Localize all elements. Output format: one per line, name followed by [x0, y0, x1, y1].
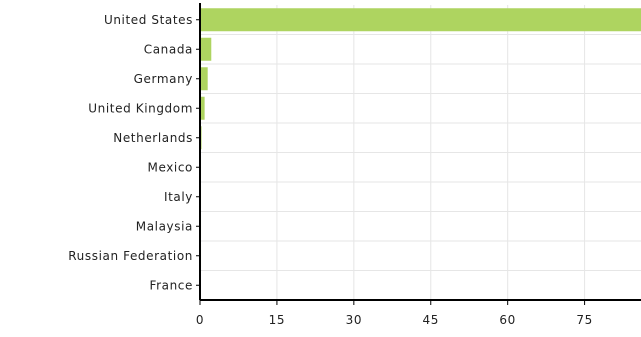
x-tick-label: 60	[499, 313, 515, 327]
category-label: Canada	[144, 42, 193, 56]
x-tick-label: 15	[269, 313, 285, 327]
category-label: Italy	[164, 190, 193, 204]
x-tick-label: 30	[346, 313, 362, 327]
bar-united-states	[200, 8, 641, 32]
bar-canada	[200, 37, 212, 61]
category-label: United Kingdom	[88, 101, 193, 115]
x-tick-label: 45	[423, 313, 439, 327]
category-label: Malaysia	[136, 219, 193, 233]
gridlines	[200, 5, 641, 301]
x-tick-label: 75	[576, 313, 592, 327]
x-tick-label: 0	[196, 313, 204, 327]
category-label: Netherlands	[113, 131, 193, 145]
bar-united-kingdom	[200, 96, 205, 120]
category-labels: United States Canada Germany United Kingdom…	[68, 13, 193, 293]
bar-germany	[200, 67, 208, 91]
x-tick-labels: 0 15 30 45 60 75	[196, 313, 592, 327]
category-label: Germany	[134, 72, 193, 86]
category-label: United States	[104, 13, 193, 27]
category-label: Mexico	[147, 160, 193, 174]
category-label: France	[149, 278, 193, 292]
axes	[196, 3, 641, 305]
category-label: Russian Federation	[68, 249, 193, 263]
